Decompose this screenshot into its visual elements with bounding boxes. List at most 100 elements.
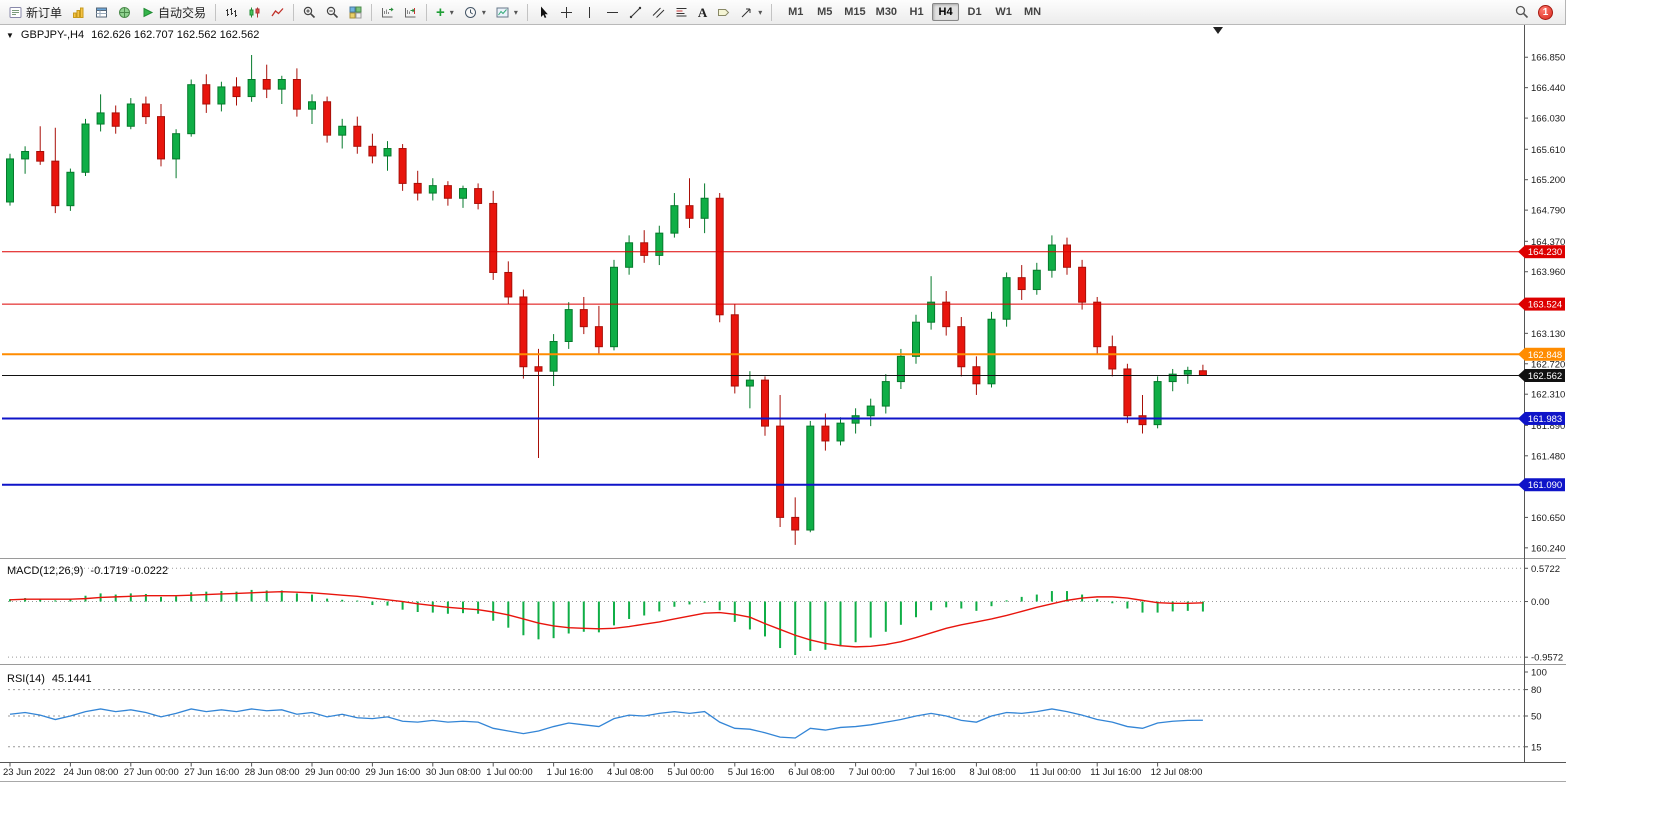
template-icon <box>496 7 509 17</box>
bar-chart-button[interactable] <box>220 2 243 23</box>
fibonacci-button[interactable] <box>670 2 693 23</box>
chart-shift-icon <box>405 7 416 17</box>
timeframe-button-d1[interactable]: D1 <box>961 3 988 21</box>
bar-chart-icon <box>226 7 238 17</box>
auto-trading-button[interactable]: 自动交易 <box>136 2 211 23</box>
candle-down <box>474 188 483 204</box>
time-label: 4 Jul 08:00 <box>607 767 653 778</box>
vertical-line-icon <box>588 6 590 18</box>
candle-up <box>383 148 392 157</box>
candle-down <box>232 86 241 98</box>
templates-button[interactable]: ▾ <box>491 2 523 23</box>
price-tick-label: 161.890 <box>1531 421 1565 432</box>
candle-up <box>126 103 135 127</box>
notification-badge[interactable]: 1 <box>1538 4 1553 20</box>
chart-canvas[interactable]: 166.850 166.440 166.030 165.610 165.200 164.7… <box>0 25 1566 782</box>
new-order-icon <box>9 6 22 18</box>
zoom-in-icon <box>303 6 316 18</box>
time-label: 1 Jul 16:00 <box>547 767 593 778</box>
toolbar-separator <box>426 3 428 21</box>
market-watch-icon <box>73 7 84 18</box>
candle-down <box>353 125 362 147</box>
crosshair-button[interactable] <box>555 2 578 23</box>
one-click-trading-toggle[interactable]: ▼ <box>6 30 14 40</box>
time-label: 11 Jul 00:00 <box>1030 767 1081 778</box>
candle-up <box>655 232 664 256</box>
timeframe-button-m15[interactable]: M15 <box>840 3 869 21</box>
auto-trading-icon <box>143 7 154 17</box>
cursor-button[interactable] <box>532 2 555 23</box>
add-indicator-icon: + <box>436 3 445 21</box>
label-button[interactable] <box>712 2 735 23</box>
horizontal-line-button[interactable] <box>601 2 624 23</box>
timeframe-button-m1[interactable]: M1 <box>782 3 809 21</box>
vertical-line-button[interactable] <box>578 2 601 23</box>
timeframe-button-h1[interactable]: H1 <box>903 3 930 21</box>
candle-down <box>36 150 45 162</box>
candle-up <box>896 355 905 383</box>
price-label-arrow <box>1518 368 1525 382</box>
search-button[interactable] <box>1510 2 1534 23</box>
time-label: 7 Jul 00:00 <box>849 767 895 778</box>
candle-chart-icon <box>249 7 260 17</box>
candle-chart-button[interactable] <box>243 2 266 23</box>
timeframe-toolbar: M1 M5 M15 M30 H1 H4 D1 W1 MN <box>782 3 1046 21</box>
macd-tick-label: -0.9572 <box>1531 653 1563 664</box>
market-watch-button[interactable] <box>67 2 90 23</box>
auto-scroll-button[interactable] <box>376 2 399 23</box>
candle-down <box>534 366 543 372</box>
auto-scroll-icon <box>382 7 394 17</box>
navigator-button[interactable] <box>113 2 136 23</box>
candle-down <box>413 182 422 194</box>
candle-up <box>700 197 709 219</box>
time-label: 5 Jul 00:00 <box>667 767 713 778</box>
data-window-button[interactable] <box>90 2 113 23</box>
candle-up <box>6 158 14 203</box>
price-tick-label: 166.440 <box>1531 83 1565 94</box>
trendline-button[interactable] <box>624 2 647 23</box>
candle-up <box>81 123 90 173</box>
candle-down <box>715 197 724 316</box>
main-toolbar: 新订单 自动交易 <box>0 0 1565 25</box>
candle-up <box>428 185 437 194</box>
price-label-text: 161.090 <box>1528 480 1562 491</box>
timeframe-button-h4[interactable]: H4 <box>932 3 960 21</box>
chart-window: 166.850 166.440 166.030 165.610 165.200 164.7… <box>0 25 1566 782</box>
time-label: 12 Jul 08:00 <box>1151 767 1203 778</box>
periods-button[interactable]: ▾ <box>459 2 491 23</box>
timeframe-button-m30[interactable]: M30 <box>872 3 901 21</box>
candle-down <box>791 516 800 531</box>
text-button[interactable]: A <box>693 2 712 23</box>
channel-button[interactable] <box>647 2 670 23</box>
add-indicator-button[interactable]: + ▾ <box>431 2 459 23</box>
price-label-text: 162.848 <box>1528 350 1562 361</box>
line-chart-button[interactable] <box>266 2 289 23</box>
price-label-boxes: 164.230 163.524 162.848 162.562 161.983 161.0… <box>1518 245 1565 492</box>
candle-down <box>1198 370 1207 376</box>
time-label: 28 Jun 08:00 <box>245 767 300 778</box>
arrow-object-icon <box>741 8 751 17</box>
candle-down <box>1078 266 1087 303</box>
price-tick-label: 165.200 <box>1531 175 1565 186</box>
price-tick-label: 162.310 <box>1531 390 1565 401</box>
timeframe-button-mn[interactable]: MN <box>1019 3 1046 21</box>
chart-shift-marker[interactable] <box>1213 27 1223 34</box>
candle-down <box>1123 368 1132 417</box>
arrows-button[interactable]: ▾ <box>735 2 767 23</box>
zoom-in-button[interactable] <box>298 2 321 23</box>
macd-tick-label: 0.5722 <box>1531 564 1560 575</box>
price-label-arrow <box>1518 297 1525 311</box>
chart-shift-button[interactable] <box>399 2 422 23</box>
tile-windows-button[interactable] <box>344 2 367 23</box>
timeframe-button-m5[interactable]: M5 <box>811 3 838 21</box>
new-order-button[interactable]: 新订单 <box>4 2 67 23</box>
rsi-tick-label: 80 <box>1531 685 1542 696</box>
zoom-out-button[interactable] <box>321 2 344 23</box>
candle-up <box>172 133 181 160</box>
price-tick-label: 163.130 <box>1531 329 1565 340</box>
candle-down <box>776 425 785 518</box>
toolbar-separator <box>771 3 773 21</box>
timeframe-button-w1[interactable]: W1 <box>990 3 1017 21</box>
price-tick-label: 164.790 <box>1531 206 1565 217</box>
zoom-out-icon <box>326 6 339 18</box>
